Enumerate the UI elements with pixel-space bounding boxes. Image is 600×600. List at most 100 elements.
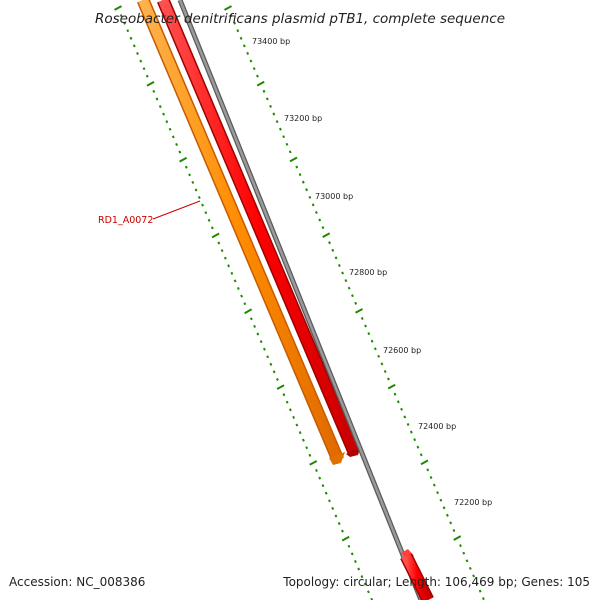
- inner-minor-tick: [136, 51, 139, 56]
- outer-minor-tick: [318, 218, 322, 222]
- gene-label-leader: [152, 200, 201, 220]
- outer-minor-tick: [305, 188, 309, 192]
- outer-minor-tick: [275, 120, 279, 124]
- outer-minor-tick: [465, 559, 469, 563]
- inner-minor-tick: [321, 484, 325, 488]
- inner-minor-tick: [367, 590, 370, 594]
- outer-minor-tick: [298, 173, 302, 177]
- inner-minor-tick: [249, 317, 253, 321]
- inner-minor-tick: [175, 143, 178, 146]
- outer-minor-tick: [242, 44, 246, 48]
- inner-minor-tick: [354, 560, 357, 563]
- inner-minor-tick: [305, 446, 309, 450]
- inner-minor-tick: [295, 423, 299, 427]
- inner-minor-tick: [347, 544, 351, 548]
- inner-minor-tick: [126, 29, 130, 33]
- outer-minor-tick: [377, 354, 381, 358]
- outer-minor-tick: [475, 582, 479, 585]
- inner-major-tick: [146, 81, 155, 87]
- accession-text: Accession: NC_008386: [9, 575, 145, 589]
- inner-minor-tick: [262, 347, 266, 351]
- outer-minor-tick: [252, 67, 256, 71]
- inner-minor-tick: [337, 522, 341, 526]
- inner-minor-tick: [288, 408, 292, 412]
- outer-minor-tick: [321, 226, 325, 230]
- inner-minor-tick: [207, 218, 211, 222]
- ruler-label-73200: 73200 bp: [284, 114, 322, 123]
- inner-minor-tick: [230, 271, 234, 275]
- outer-minor-tick: [360, 317, 364, 320]
- inner-minor-tick: [243, 302, 247, 306]
- outer-major-tick: [322, 232, 331, 238]
- topology-summary-text: Topology: circular; Length: 106,469 bp; …: [282, 575, 590, 589]
- gene-label-rd1-a0072[interactable]: RD1_A0072: [98, 215, 153, 226]
- outer-minor-tick: [445, 513, 449, 517]
- outer-major-tick: [420, 459, 429, 466]
- gene-arrow-rd1-a0072[interactable]: [137, 0, 345, 465]
- outer-minor-tick: [269, 104, 272, 108]
- gene-arrow-red[interactable]: [157, 0, 361, 457]
- outer-minor-tick: [341, 271, 345, 275]
- outer-minor-tick: [331, 248, 335, 252]
- ruler-labels: 73400 bp 73200 bp 73000 bp 72800 bp 7260…: [252, 37, 492, 507]
- outer-minor-tick: [367, 332, 371, 336]
- outer-minor-tick: [301, 180, 305, 184]
- inner-minor-tick: [331, 506, 335, 510]
- inner-major-tick: [276, 384, 285, 390]
- inner-minor-tick: [301, 438, 305, 442]
- inner-minor-tick: [184, 165, 188, 169]
- outer-minor-tick: [436, 491, 439, 495]
- inner-minor-tick: [298, 431, 302, 435]
- outer-major-tick: [224, 5, 232, 11]
- inner-tick-marks: [114, 5, 374, 600]
- outer-major-tick: [355, 308, 363, 314]
- outer-minor-tick: [462, 551, 466, 555]
- outer-minor-tick: [295, 165, 299, 169]
- outer-minor-tick: [354, 301, 358, 305]
- inner-minor-tick: [370, 597, 374, 600]
- outer-minor-tick: [311, 203, 315, 207]
- outer-minor-tick: [364, 324, 367, 328]
- inner-minor-tick: [282, 393, 286, 397]
- inner-minor-tick: [223, 256, 227, 260]
- inner-major-tick: [211, 232, 220, 239]
- inner-major-tick: [244, 308, 253, 315]
- gene-label-group[interactable]: RD1_A0072: [98, 200, 201, 226]
- outer-minor-tick: [233, 21, 236, 25]
- inner-minor-tick: [285, 400, 289, 404]
- outer-minor-tick: [249, 59, 253, 63]
- ruler-label-72600: 72600 bp: [383, 346, 421, 355]
- inner-minor-tick: [178, 150, 182, 154]
- outer-minor-tick: [400, 407, 403, 411]
- outer-minor-tick: [380, 362, 384, 366]
- outer-minor-tick: [406, 422, 410, 427]
- inner-minor-tick: [158, 105, 162, 109]
- inner-minor-tick: [220, 249, 224, 253]
- inner-minor-tick: [233, 279, 237, 283]
- inner-minor-tick: [123, 21, 126, 25]
- inner-minor-tick: [162, 112, 165, 116]
- outer-minor-tick: [229, 14, 233, 18]
- outer-minor-tick: [288, 150, 292, 154]
- outer-minor-tick: [478, 589, 482, 593]
- inner-minor-tick: [357, 567, 361, 571]
- outer-major-tick: [453, 535, 462, 541]
- ruler-label-72400: 72400 bp: [418, 422, 456, 431]
- inner-minor-tick: [171, 135, 175, 139]
- gene-arrow-red-bottom[interactable]: [400, 549, 434, 600]
- outer-minor-tick: [393, 392, 397, 396]
- inner-minor-tick: [334, 514, 338, 518]
- inner-minor-tick: [188, 173, 191, 177]
- inner-major-tick: [309, 460, 318, 466]
- outer-minor-tick: [403, 415, 407, 419]
- outer-minor-tick: [236, 29, 240, 33]
- inner-minor-tick: [240, 294, 244, 298]
- outer-minor-tick: [481, 597, 485, 600]
- outer-minor-tick: [459, 544, 462, 548]
- outer-tick-marks: [224, 5, 485, 600]
- outer-minor-tick: [439, 498, 443, 502]
- inner-minor-tick: [227, 264, 231, 268]
- inner-major-tick: [179, 156, 188, 163]
- outer-minor-tick: [334, 256, 338, 260]
- outer-minor-tick: [246, 51, 250, 55]
